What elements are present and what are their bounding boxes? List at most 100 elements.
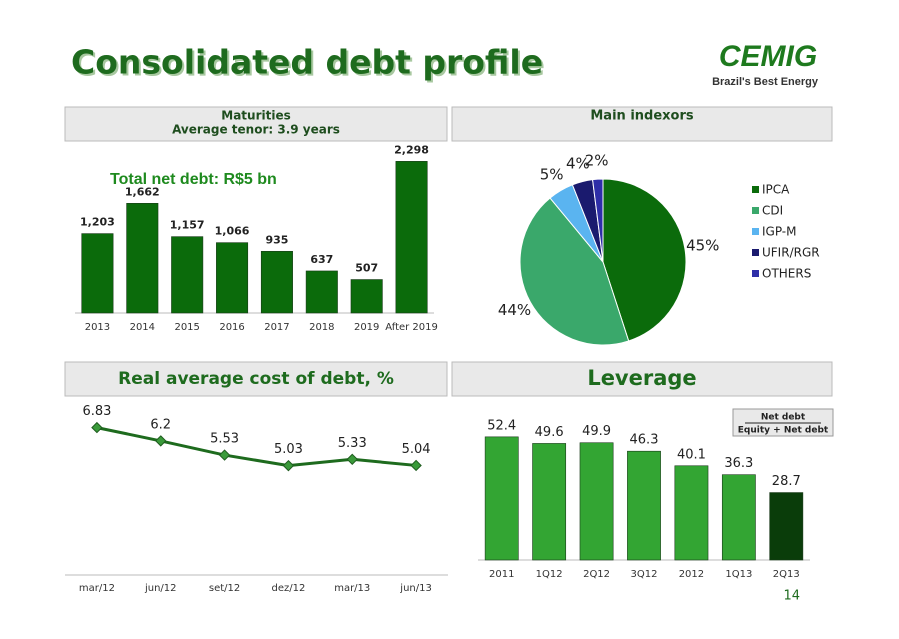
data-label: 5% bbox=[540, 166, 564, 184]
legend-swatch bbox=[752, 249, 759, 256]
x-tick-label: 3Q12 bbox=[631, 569, 658, 580]
data-label: 49.9 bbox=[582, 424, 611, 439]
x-tick-label: jun/13 bbox=[399, 583, 432, 594]
x-tick-label: 2Q13 bbox=[773, 569, 800, 580]
pie-slice bbox=[519, 197, 630, 346]
data-label: 45% bbox=[686, 237, 719, 255]
bar bbox=[674, 465, 709, 561]
section-header bbox=[451, 361, 833, 397]
bar bbox=[721, 474, 756, 561]
pie-slice bbox=[602, 178, 687, 342]
title-shadow: Consolidated debt profile bbox=[73, 45, 545, 84]
marker bbox=[218, 449, 231, 461]
chart-title: Total net debt: R$5 bn bbox=[110, 171, 277, 188]
bar bbox=[171, 236, 204, 314]
pie-slice bbox=[592, 178, 604, 263]
data-label: 44% bbox=[498, 301, 531, 319]
legend-swatch bbox=[752, 207, 759, 214]
marker bbox=[282, 459, 295, 472]
data-label: 5.04 bbox=[402, 442, 431, 457]
bar bbox=[260, 250, 293, 314]
marker bbox=[346, 453, 358, 466]
section-header bbox=[64, 106, 448, 142]
section-title: Leverage bbox=[587, 366, 696, 390]
x-tick-label: 2017 bbox=[264, 322, 289, 333]
x-tick-label: 2019 bbox=[354, 322, 379, 333]
bar bbox=[395, 161, 428, 314]
x-tick-label: mar/12 bbox=[79, 583, 115, 594]
bar bbox=[81, 233, 114, 314]
data-label: 1,662 bbox=[125, 185, 160, 198]
section-title: Real average cost of debt, % bbox=[118, 369, 394, 389]
data-label: 2% bbox=[585, 152, 609, 170]
data-label: 1,066 bbox=[215, 225, 250, 238]
legend-swatch bbox=[752, 186, 759, 193]
legend-label: OTHERS bbox=[762, 267, 811, 281]
data-label: 49.6 bbox=[535, 425, 564, 440]
marker bbox=[91, 421, 103, 434]
section-subtitle: Average tenor: 3.9 years bbox=[172, 123, 340, 137]
x-tick-label: 2013 bbox=[85, 322, 110, 333]
bar bbox=[769, 492, 804, 561]
data-label: 1,203 bbox=[80, 216, 115, 229]
data-label: 4% bbox=[566, 155, 590, 173]
x-tick-label: 1Q12 bbox=[536, 569, 563, 580]
legend-label: IGP-M bbox=[762, 225, 797, 239]
data-label: 2,298 bbox=[394, 143, 429, 156]
legend-label: IPCA bbox=[762, 183, 790, 197]
ratio-numerator: Net debt bbox=[761, 413, 806, 423]
line bbox=[96, 426, 417, 468]
bar bbox=[216, 242, 249, 314]
marker bbox=[155, 435, 167, 447]
bar bbox=[532, 443, 567, 561]
legend-label: CDI bbox=[762, 204, 783, 218]
data-label: 52.4 bbox=[487, 418, 516, 433]
data-label: 46.3 bbox=[630, 433, 659, 448]
page-number: 14 bbox=[783, 589, 800, 604]
x-tick-label: 1Q13 bbox=[725, 569, 752, 580]
data-label: 40.1 bbox=[677, 447, 706, 462]
ratio-denominator: Equity + Net debt bbox=[738, 426, 829, 436]
legend-swatch bbox=[752, 270, 759, 277]
x-tick-label: 2012 bbox=[679, 569, 704, 580]
x-tick-label: jun/12 bbox=[144, 583, 177, 594]
logo: CEMIG bbox=[719, 40, 817, 73]
x-tick-label: After 2019 bbox=[385, 322, 438, 333]
data-label: 6.2 bbox=[150, 417, 171, 432]
bar bbox=[126, 203, 159, 314]
x-tick-label: 2014 bbox=[130, 322, 155, 333]
x-tick-label: 2011 bbox=[489, 569, 514, 580]
data-label: 5.03 bbox=[274, 442, 303, 457]
marker bbox=[410, 459, 422, 472]
data-label: 507 bbox=[355, 262, 378, 275]
data-label: 5.33 bbox=[338, 436, 367, 451]
bar bbox=[350, 279, 383, 314]
section-title: Main indexors bbox=[590, 109, 694, 124]
data-label: 935 bbox=[265, 233, 288, 246]
section-title: Maturities bbox=[221, 109, 290, 123]
section-header bbox=[451, 106, 833, 142]
bar bbox=[484, 436, 519, 561]
data-label: 28.7 bbox=[772, 474, 801, 489]
data-label: 637 bbox=[310, 253, 333, 266]
bar bbox=[305, 270, 338, 314]
bar bbox=[627, 450, 661, 561]
section-header bbox=[64, 361, 448, 397]
legend-swatch bbox=[752, 228, 759, 235]
data-label: 36.3 bbox=[724, 456, 753, 471]
x-tick-label: 2Q12 bbox=[583, 569, 610, 580]
legend-label: UFIR/RGR bbox=[762, 246, 820, 260]
x-tick-label: mar/13 bbox=[334, 583, 370, 594]
x-tick-label: 2018 bbox=[309, 322, 334, 333]
data-label: 6.83 bbox=[82, 404, 111, 419]
x-tick-label: set/12 bbox=[209, 583, 240, 594]
logo-tagline: Brazil's Best Energy bbox=[712, 76, 819, 88]
x-tick-label: dez/12 bbox=[271, 583, 305, 594]
x-tick-label: 2016 bbox=[219, 322, 244, 333]
x-tick-label: 2015 bbox=[174, 322, 199, 333]
data-label: 5.53 bbox=[210, 432, 239, 447]
title: Consolidated debt profile bbox=[71, 43, 543, 82]
data-label: 1,157 bbox=[170, 219, 205, 232]
bar bbox=[579, 442, 614, 561]
